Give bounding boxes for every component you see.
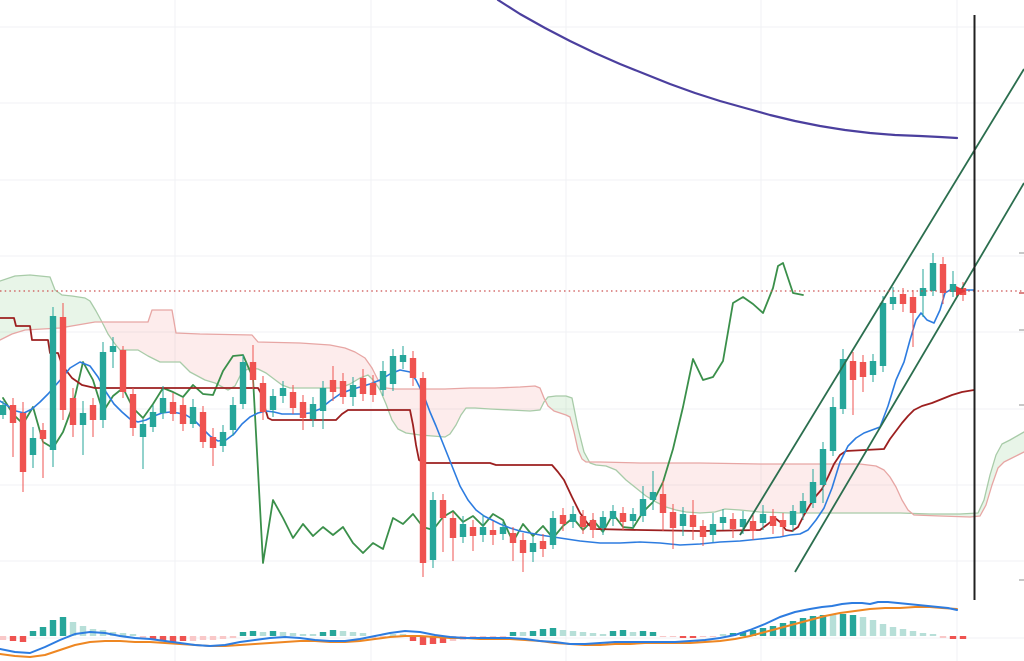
tenkan-line: [0, 288, 975, 546]
macd-line: [0, 601, 958, 654]
price-marker[interactable]: [956, 286, 966, 296]
kijun-line: [0, 317, 975, 532]
axis-tick-marks: [1019, 252, 1024, 581]
ichimoku-cloud: [0, 275, 1024, 517]
trendline-2[interactable]: [794, 182, 1024, 573]
senkou-a-line: [0, 274, 1024, 515]
macd-histogram: [0, 614, 967, 645]
purple-ma-line: [496, 0, 959, 140]
chikou-line: [2, 262, 804, 564]
senkou-b-line: [0, 309, 1024, 518]
trendline-1[interactable]: [739, 68, 1024, 536]
